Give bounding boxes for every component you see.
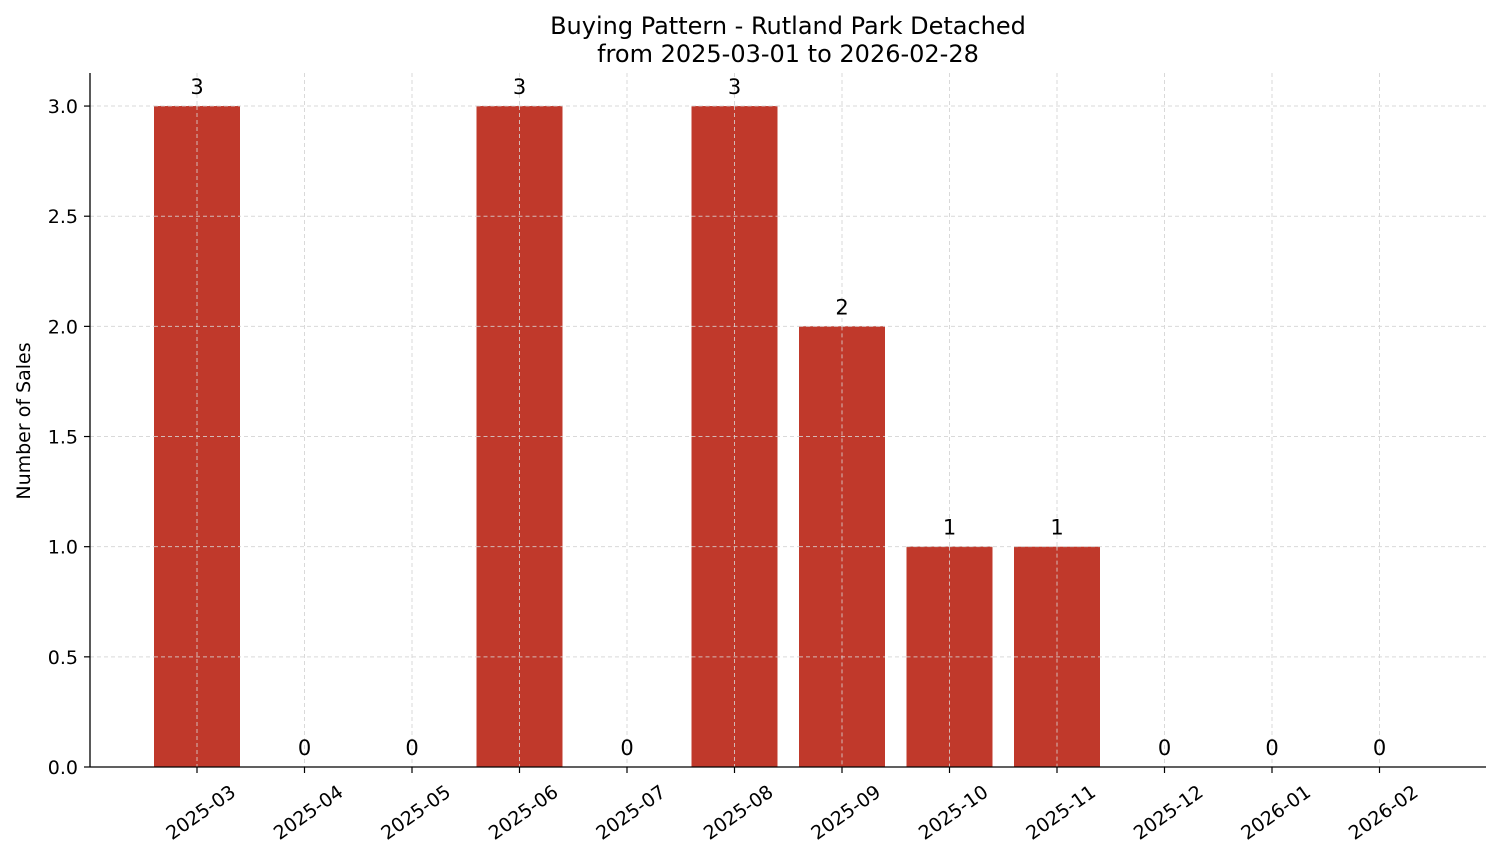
data-label: 0 [620,736,633,760]
y-tick-label: 2.5 [48,206,78,228]
x-tick-label: 2025-03 [162,781,240,845]
data-label: 0 [1158,736,1171,760]
data-label: 3 [513,75,526,99]
grid-layer [90,73,1486,768]
data-label: 0 [405,736,418,760]
data-label: 1 [1050,516,1063,540]
x-tick-label: 2025-06 [485,781,563,845]
x-tick-label: 2025-08 [700,781,778,845]
y-tick-label: 2.0 [48,316,78,338]
x-tick-label: 2026-01 [1237,781,1315,845]
x-tick-label: 2025-09 [807,781,885,845]
x-tick-label: 2025-05 [377,781,455,845]
axes-layer [84,73,1486,773]
data-label: 3 [190,75,203,99]
y-tick-label: 1.5 [48,427,78,449]
data-label: 1 [943,516,956,540]
x-tick-label: 2025-12 [1130,781,1208,845]
x-tick-label: 2025-04 [270,781,348,845]
y-axis-label: Number of Sales [13,342,35,499]
chart-subtitle: from 2025-03-01 to 2026-02-28 [597,40,979,68]
y-tick-label: 3.0 [48,96,78,118]
x-tick-label: 2026-02 [1345,781,1423,845]
y-tick-label: 0.0 [48,757,78,779]
x-tick-label: 2025-07 [592,781,670,845]
y-tick-label: 0.5 [48,647,78,669]
data-label: 2 [835,295,848,319]
chart-title: Buying Pattern - Rutland Park Detached [550,12,1026,40]
data-label: 3 [728,75,741,99]
data-label: 0 [1373,736,1386,760]
data-label: 0 [298,736,311,760]
x-tick-label: 2025-11 [1022,781,1100,845]
y-tick-label: 1.0 [48,537,78,559]
x-tick-label: 2025-10 [915,781,993,845]
bars-layer [154,105,1100,768]
data-label: 0 [1265,736,1278,760]
